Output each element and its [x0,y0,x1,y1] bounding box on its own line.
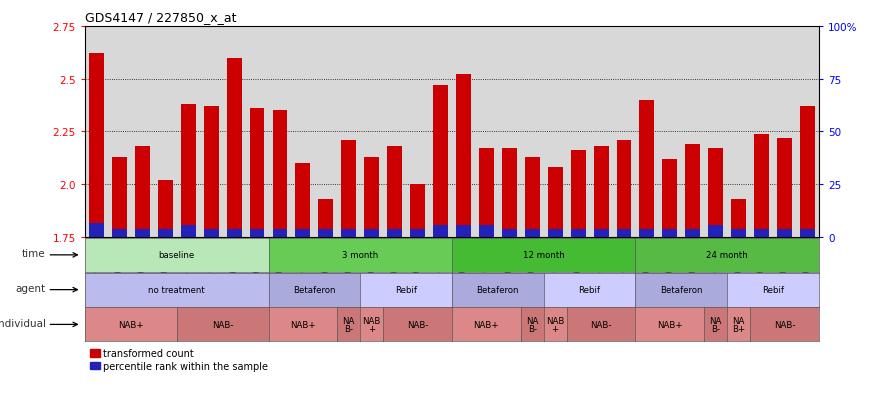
Bar [272,229,287,237]
Text: baseline: baseline [158,251,195,260]
Bar [433,86,448,237]
Bar [730,199,746,237]
Bar [524,157,539,237]
Text: NAB-: NAB- [773,320,795,329]
Bar [593,229,608,237]
Bar [776,138,791,237]
Bar [157,180,173,237]
Text: Betaferon: Betaferon [660,285,702,294]
Text: 24 month: 24 month [705,251,747,260]
Bar [135,229,149,237]
Bar [318,199,333,237]
Bar [387,229,401,237]
Bar [341,229,356,237]
Bar [547,168,562,237]
Bar [638,101,654,237]
Bar [455,225,470,237]
Text: NAB+: NAB+ [473,320,499,329]
Text: agent: agent [15,283,46,293]
Bar [387,147,401,237]
Bar [226,58,241,237]
Text: NA
B-: NA B- [526,316,538,333]
Text: NAB-: NAB- [590,320,611,329]
Bar [638,229,654,237]
Text: time: time [22,249,46,259]
Bar [707,149,722,237]
Bar [455,75,470,237]
Bar [730,229,746,237]
Text: NAB+: NAB+ [656,320,682,329]
Bar [89,223,104,237]
Bar [570,151,585,237]
Bar [157,229,173,237]
Text: NAB-: NAB- [212,320,233,329]
Bar [616,140,631,237]
Bar [135,147,149,237]
Bar [226,229,241,237]
Bar [112,157,127,237]
Bar [318,229,333,237]
Bar [685,229,699,237]
Text: NAB+: NAB+ [290,320,316,329]
Bar [502,229,516,237]
Bar [616,229,631,237]
Bar [112,229,127,237]
Bar [409,229,425,237]
Bar [662,229,677,237]
Bar [181,105,196,237]
Text: NAB
+: NAB + [362,316,381,333]
Bar [754,134,768,237]
Text: NAB-: NAB- [407,320,428,329]
Bar [524,229,539,237]
Text: Rebif: Rebif [578,285,600,294]
Bar [89,54,104,237]
Bar [272,111,287,237]
Bar [181,225,196,237]
Bar [295,164,310,237]
Bar [341,140,356,237]
Text: NAB+: NAB+ [118,320,144,329]
Bar [409,185,425,237]
Text: NA
B+: NA B+ [731,316,745,333]
Bar [570,229,585,237]
Text: NAB
+: NAB + [545,316,564,333]
Bar [364,229,379,237]
Text: 12 month: 12 month [522,251,564,260]
Legend: transformed count, percentile rank within the sample: transformed count, percentile rank withi… [89,349,268,371]
Bar [685,145,699,237]
Text: Betaferon: Betaferon [477,285,519,294]
Bar [502,149,516,237]
Bar [754,229,768,237]
Text: Rebif: Rebif [761,285,783,294]
Text: Betaferon: Betaferon [293,285,335,294]
Bar [478,149,493,237]
Text: NA
B-: NA B- [342,316,355,333]
Bar [433,225,448,237]
Bar [707,225,722,237]
Bar [364,157,379,237]
Text: NA
B-: NA B- [709,316,721,333]
Bar [662,159,677,237]
Bar [249,229,265,237]
Bar [547,229,562,237]
Bar [478,225,493,237]
Bar [799,107,814,237]
Bar [204,229,218,237]
Text: individual: individual [0,318,46,328]
Bar [204,107,218,237]
Bar [593,147,608,237]
Text: Rebif: Rebif [394,285,417,294]
Text: no treatment: no treatment [148,285,205,294]
Bar [295,229,310,237]
Bar [776,229,791,237]
Bar [799,229,814,237]
Text: GDS4147 / 227850_x_at: GDS4147 / 227850_x_at [85,11,236,24]
Bar [249,109,265,237]
Text: 3 month: 3 month [342,251,378,260]
